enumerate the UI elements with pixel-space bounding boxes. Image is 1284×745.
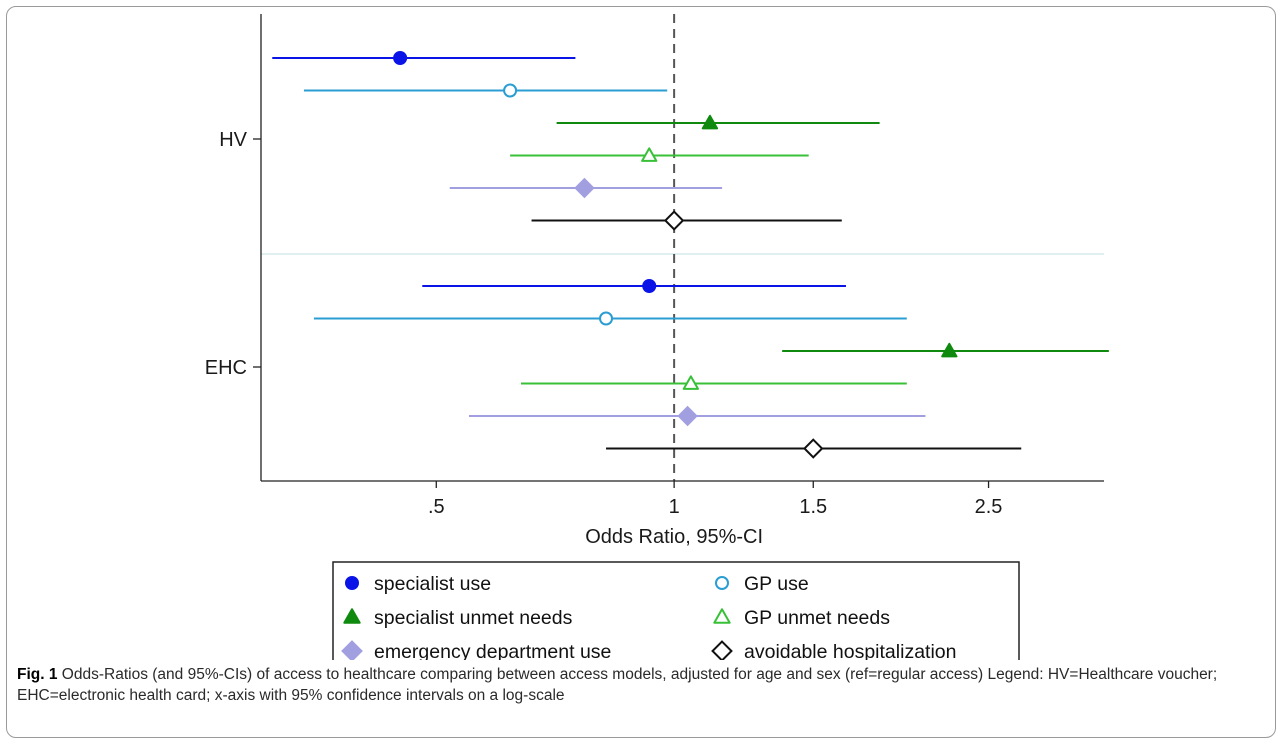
y-group-label-hv: HV [219,129,247,151]
y-group-label-ehc: EHC [205,357,247,379]
legend-label-specialist-unmet-needs: specialist unmet needs [374,607,573,629]
x-tick-label: 2.5 [975,496,1003,518]
x-tick-label: .5 [428,496,445,518]
caption-text: Odds-Ratios (and 95%-CIs) of access to h… [17,666,1218,704]
legend-label-GP-use: GP use [744,573,809,595]
point-GP-unmet-needs-ehc [682,375,700,390]
legend-marker-GP-use [715,576,729,590]
point-GP-use-ehc [599,311,614,326]
point-avoidable-hospitalization-hv [663,210,685,231]
legend-label-emergency-department-use: emergency department use [374,641,611,660]
legend-label-GP-unmet-needs: GP unmet needs [744,607,890,629]
legend-label-avoidable-hospitalization: avoidable hospitalization [744,641,956,660]
point-specialist-use-hv [393,51,408,65]
point-GP-unmet-needs-hv [641,147,658,162]
figure-caption: Fig. 1 Odds-Ratios (and 95%-CIs) of acce… [17,664,1267,706]
x-tick-label: 1.5 [799,496,827,518]
legend-box [332,561,1020,660]
point-avoidable-hospitalization-ehc [803,438,824,459]
figure-label: Fig. 1 [17,666,58,683]
forest-plot: .5 1 1.5 2.5 Odds Ratio, 95%-CI HV EHC special… [205,14,1109,660]
point-emergency-department-use-ehc [677,405,698,427]
point-specialist-unmet-needs-hv [701,114,719,130]
x-axis-label: Odds Ratio, 95%-CI [585,526,763,548]
legend-marker-specialist-use [345,576,359,590]
point-specialist-unmet-needs-ehc [941,342,958,358]
legend-marker-emergency-department-use [341,640,363,660]
point-emergency-department-use-hv [574,177,595,199]
point-GP-use-hv [503,83,518,98]
legend-marker-avoidable-hospitalization [711,640,733,660]
legend-label-specialist-use: specialist use [374,573,491,595]
point-specialist-use-ehc [642,279,657,293]
legend-marker-specialist-unmet-needs [343,608,361,624]
x-tick-label: 1 [669,496,680,518]
legend-marker-GP-unmet-needs [713,608,731,624]
